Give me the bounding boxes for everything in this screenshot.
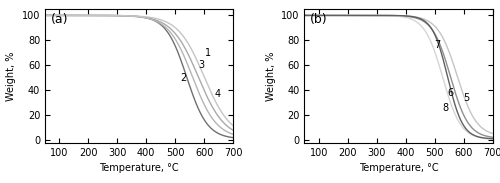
Text: 2: 2 — [180, 73, 186, 83]
Text: 8: 8 — [442, 103, 448, 113]
Text: (a): (a) — [50, 13, 68, 26]
Text: 3: 3 — [198, 60, 204, 70]
Y-axis label: Weight, %: Weight, % — [6, 51, 16, 101]
Text: 4: 4 — [214, 89, 220, 99]
Text: (b): (b) — [310, 13, 328, 26]
Text: 1: 1 — [204, 48, 211, 58]
X-axis label: Temperature, °C: Temperature, °C — [358, 163, 438, 173]
Text: 7: 7 — [434, 40, 440, 50]
Text: 5: 5 — [463, 93, 469, 103]
Text: 6: 6 — [447, 88, 453, 98]
X-axis label: Temperature, °C: Temperature, °C — [99, 163, 179, 173]
Y-axis label: Weight, %: Weight, % — [266, 51, 276, 101]
